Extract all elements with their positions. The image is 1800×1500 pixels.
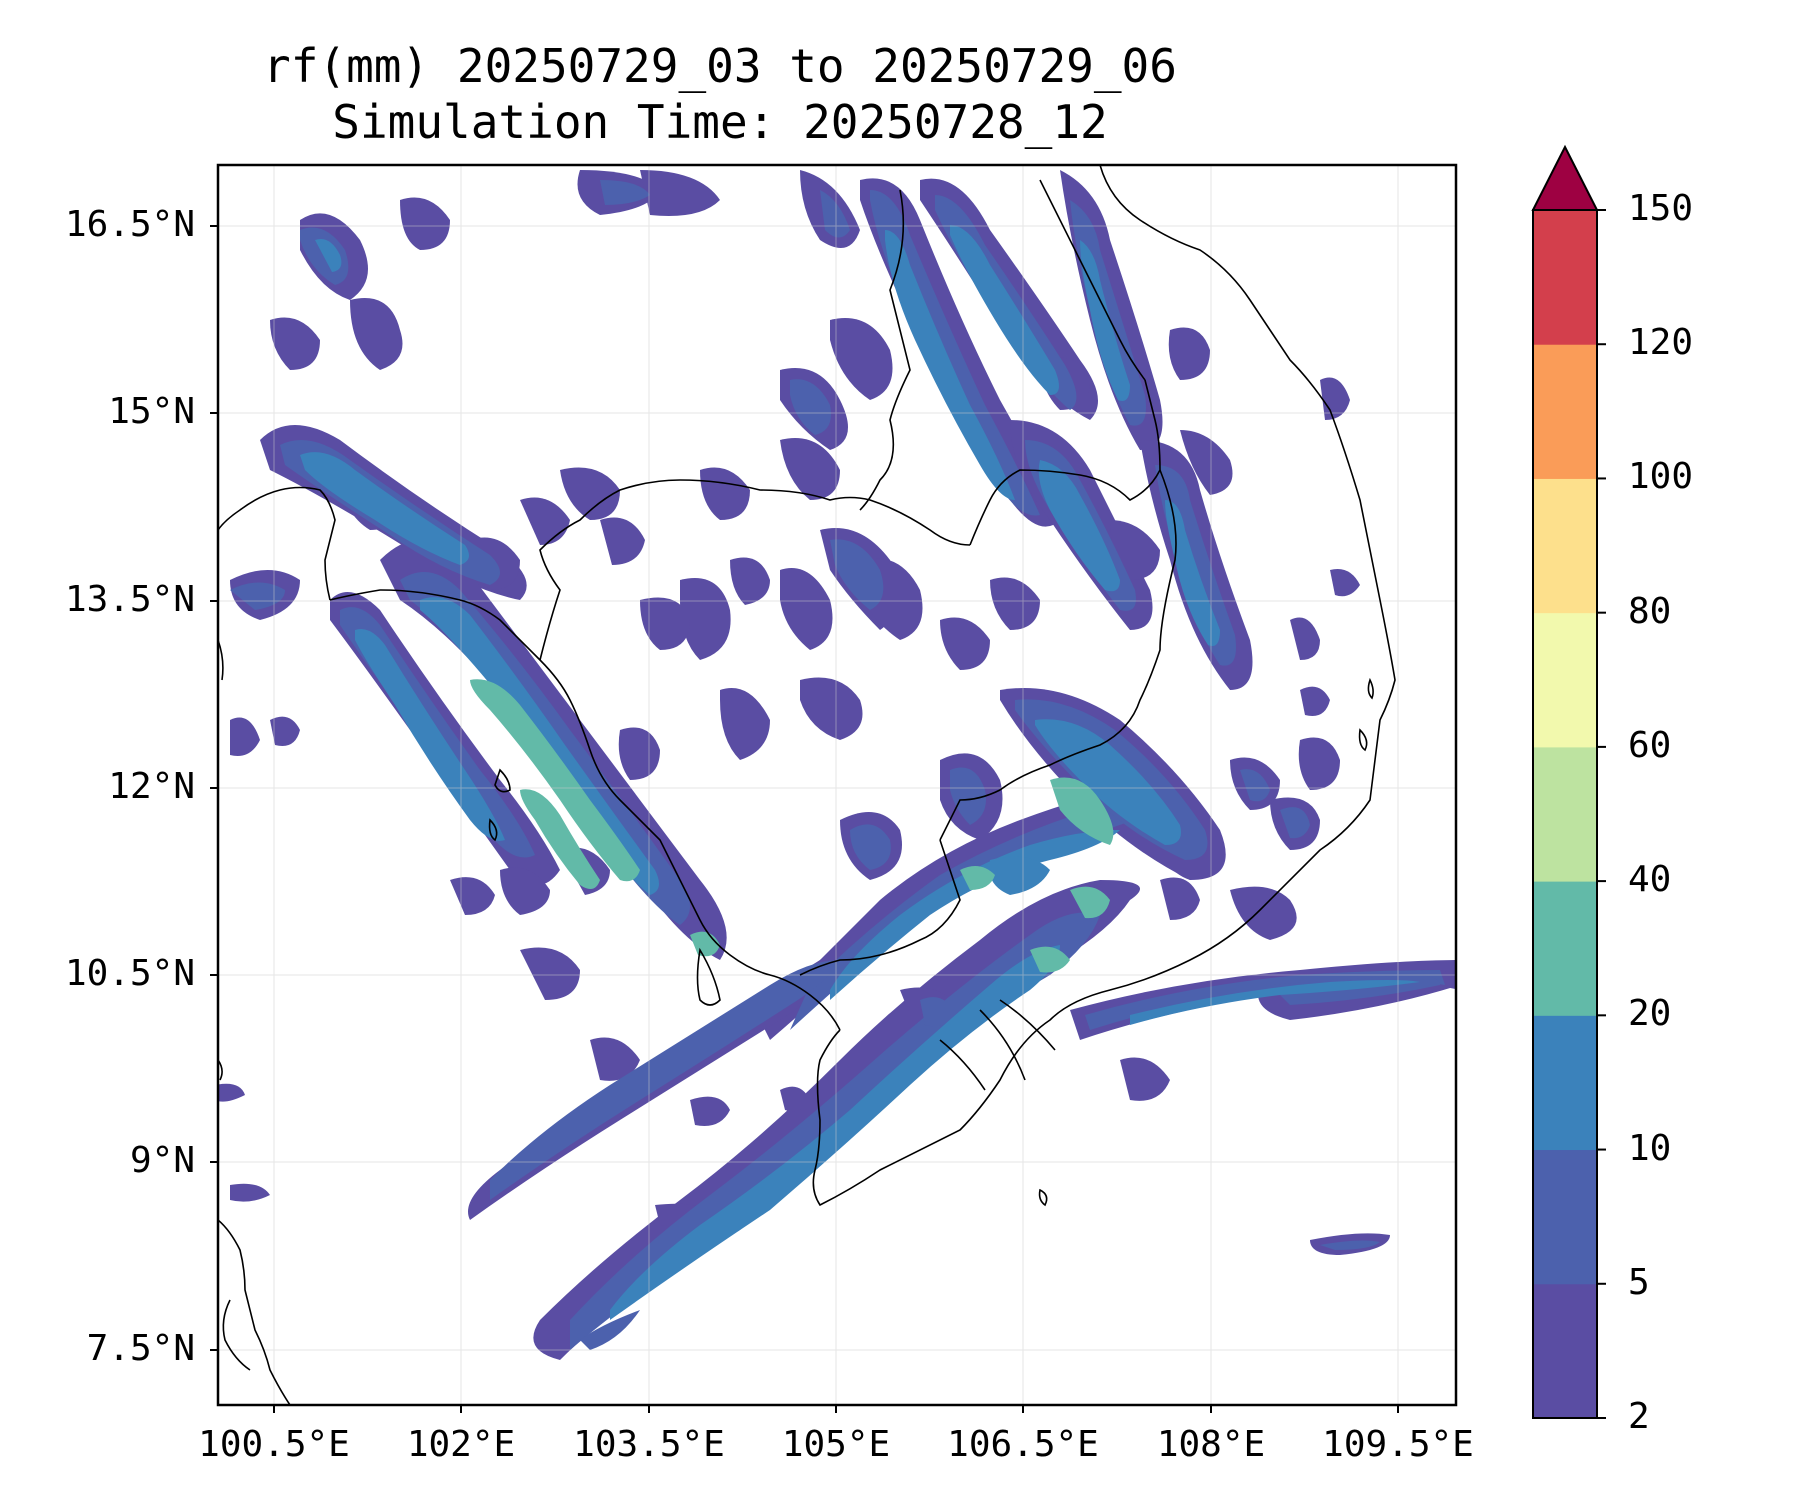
- map-gridlines: [218, 165, 1456, 1405]
- rain-band-20-40: [470, 679, 1114, 973]
- colorbar-extend-triangle: [1531, 144, 1599, 211]
- colorbar-tick-label: 100: [1628, 456, 1694, 498]
- lon-tick-label: 106.5°E: [947, 1424, 1099, 1465]
- colorbar-tick-label: 10: [1628, 1127, 1672, 1169]
- colorbar-tick-label: 60: [1628, 724, 1672, 766]
- lon-tick-label: 102°E: [406, 1424, 516, 1465]
- lat-tick-label: 7.5°N: [86, 1328, 195, 1369]
- map-title: rf(mm) 20250729_03 to 20250729_06: [263, 39, 1177, 93]
- lon-tick-label: 109.5°E: [1322, 1424, 1474, 1465]
- colorbar-segment: [1533, 478, 1597, 614]
- colorbar-tick-label: 150: [1628, 188, 1694, 229]
- colorbar-segment: [1533, 344, 1597, 479]
- lon-tick-label: 108°E: [1156, 1424, 1266, 1465]
- colorbar-tick-label: 40: [1628, 859, 1672, 901]
- colorbar-tick-label: 120: [1628, 322, 1694, 364]
- colorbar-segment: [1533, 881, 1597, 1016]
- colorbar-tick-label: 20: [1628, 993, 1672, 1035]
- coastline-borders: [218, 165, 1396, 1405]
- lat-tick-label: 15°N: [108, 391, 195, 432]
- lat-tick-label: 12°N: [108, 766, 195, 807]
- colorbar-tick-label: 2: [1628, 1396, 1650, 1437]
- colorbar-segment: [1533, 210, 1597, 345]
- lat-tick-label: 13.5°N: [64, 579, 195, 620]
- colorbar: [1531, 144, 1606, 1419]
- colorbar-segment: [1533, 612, 1597, 748]
- lon-tick-label: 103.5°E: [573, 1424, 725, 1465]
- lon-tick-label: 100.5°E: [198, 1424, 350, 1465]
- colorbar-frame: [1532, 209, 1598, 1419]
- colorbar-segment: [1533, 1283, 1597, 1419]
- axis-ticks: [210, 225, 1399, 1413]
- colorbar-tick-label: 80: [1628, 590, 1672, 632]
- lat-tick-label: 10.5°N: [64, 953, 195, 994]
- map-subtitle: Simulation Time: 20250728_12: [332, 95, 1108, 149]
- precipitation-field: [218, 170, 1456, 1360]
- colorbar-segment: [1533, 1015, 1597, 1151]
- lon-tick-label: 105°E: [781, 1424, 891, 1465]
- lat-tick-label: 16.5°N: [64, 204, 195, 245]
- colorbar-tick-label: 5: [1628, 1261, 1650, 1303]
- colorbar-segment: [1533, 746, 1597, 882]
- lat-tick-label: 9°N: [129, 1140, 195, 1181]
- colorbar-segment: [1533, 1149, 1597, 1285]
